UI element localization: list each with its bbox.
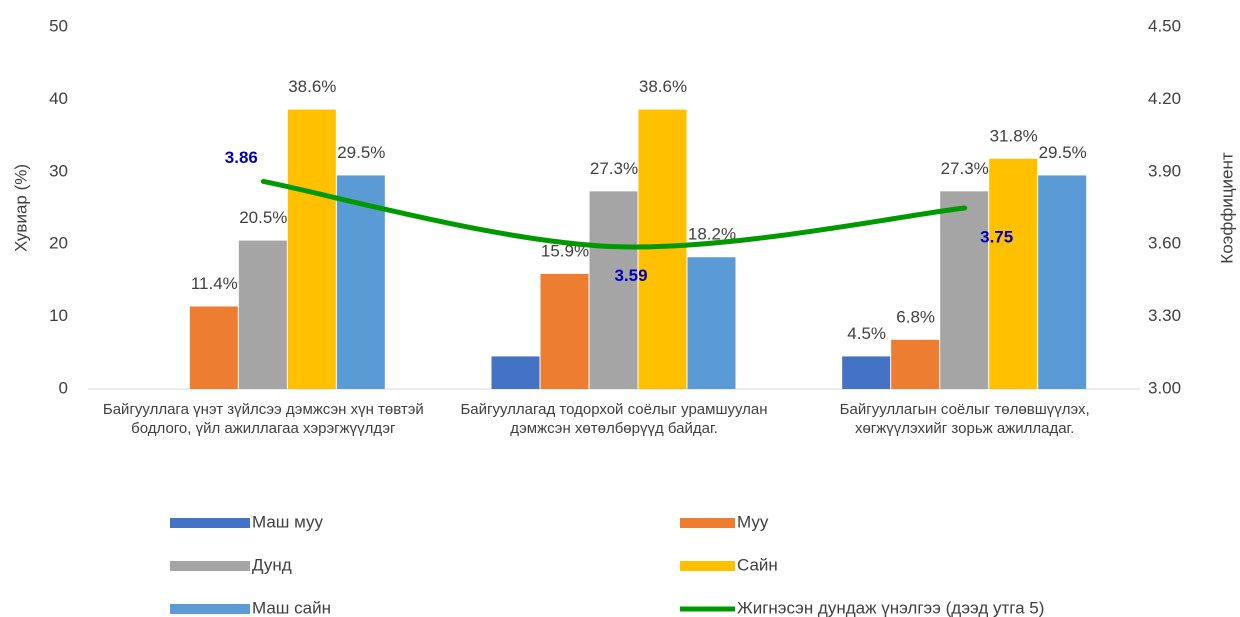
bar [989,158,1038,389]
line-data-label: 3.75 [980,227,1013,246]
bar [687,257,736,389]
bar-data-label: 27.3% [590,159,638,178]
bar [589,191,638,389]
y-tick-label: 20 [49,234,68,253]
bar-data-label: 38.6% [639,77,687,96]
bar-data-label: 29.5% [337,143,385,162]
bar [1038,175,1087,389]
bar [336,175,385,389]
legend-swatch [170,604,250,614]
y-axis-title: Хувиар (%) [11,164,30,252]
legend-label: Дунд [252,555,292,574]
y2-tick-label: 3.90 [1148,161,1181,180]
y2-tick-label: 4.50 [1148,16,1181,35]
legend-swatch [680,518,735,528]
bar [940,191,989,389]
bar-data-label: 20.5% [239,208,287,227]
legend-label: Жигнэсэн дундаж үнэлгээ (дээд утга 5) [737,598,1044,617]
bar [238,240,287,389]
bar-data-label: 6.8% [896,307,935,326]
legend-label: Маш сайн [252,598,331,617]
y-tick-label: 30 [49,161,68,180]
x-tick-label: Байгууллага үнэт зүйлсээ дэмжсэн хүн төв… [102,401,424,437]
x-tick-label: Байгууллагад тодорхой соёлыг урамшуулан … [460,401,768,437]
legend-label: Маш муу [252,512,324,531]
y2-tick-label: 3.30 [1148,306,1181,325]
y-tick-label: 10 [49,306,68,325]
line-data-label: 3.59 [614,266,647,285]
bar-data-label: 11.4% [191,274,238,293]
legend-swatch [170,518,250,528]
y-tick-label: 50 [49,16,68,35]
bar-data-label: 29.5% [1039,143,1087,162]
legend-swatch [170,561,250,571]
legend-label: Сайн [737,555,778,574]
y-tick-label: 0 [59,378,68,397]
bar-data-label: 18.2% [688,225,736,244]
bar [287,109,336,389]
bar-data-label: 4.5% [847,324,886,343]
bar [842,356,891,389]
line-data-label: 3.86 [225,148,258,167]
y-tick-label: 40 [49,89,68,108]
y2-axis-title: Коэффициент [1217,152,1236,264]
y2-tick-label: 3.00 [1148,378,1181,397]
x-tick-label: Байгууллагын соёлыг төлөвшүүлэх, хөгжүүл… [839,401,1090,437]
bar [491,356,540,389]
bar-data-label: 31.8% [990,126,1038,145]
bar [891,339,940,389]
bar-data-label: 38.6% [288,77,336,96]
line-series [260,178,968,250]
bar-data-label: 27.3% [941,159,989,178]
y2-tick-label: 3.60 [1148,234,1181,253]
legend-swatch [680,561,735,571]
y2-tick-label: 4.20 [1148,89,1181,108]
bar [189,306,238,389]
bar [540,273,589,389]
legend-label: Муу [737,512,769,531]
